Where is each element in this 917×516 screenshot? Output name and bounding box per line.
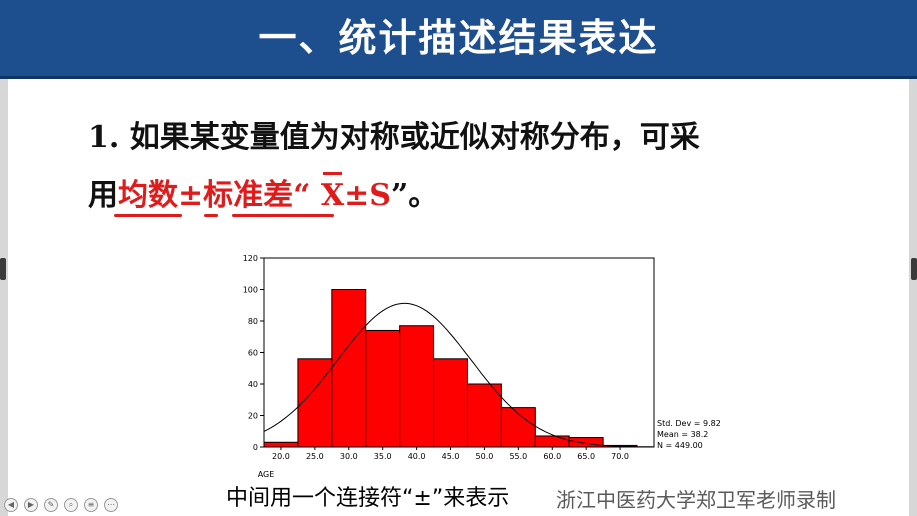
- presentation-toolbar: ◀ ▶ ✎ ⌕ ≡ ⋯: [4, 498, 118, 512]
- histogram-bar: [331, 289, 367, 448]
- x-tick-label: 50.0: [476, 452, 494, 461]
- formula-xbar: X: [320, 172, 345, 213]
- y-tick-label: 80: [248, 317, 258, 326]
- histogram-bar: [534, 435, 570, 448]
- x-tick-label: 20.0: [272, 452, 290, 461]
- chart-stats: Std. Dev = 9.82 Mean = 38.2 N = 449.00: [657, 418, 721, 451]
- body-line-1: 1. 如果某变量值为对称或近似对称分布，可采: [88, 120, 700, 155]
- watermark: 浙江中医药大学郑卫军老师录制: [556, 488, 836, 512]
- x-tick-label: 70.0: [611, 452, 629, 461]
- y-tick-label: 60: [248, 349, 258, 358]
- left-border: [0, 79, 8, 516]
- next-slide-arrow[interactable]: [911, 258, 917, 280]
- right-border: [909, 79, 917, 516]
- formula-pm-s: ±S: [344, 178, 391, 213]
- histogram-bar: [297, 358, 333, 448]
- y-tick-label: 100: [243, 286, 258, 295]
- prev-slide-arrow[interactable]: [0, 258, 6, 280]
- stat-mean: Mean = 38.2: [657, 430, 709, 439]
- body-line-2: 用均数±标准差“ X±S”。: [88, 170, 438, 214]
- title-bar: [0, 0, 917, 79]
- slide-title: 一、统计描述结果表达: [258, 16, 659, 60]
- caption: 中间用一个连接符“±”来表示: [226, 486, 510, 511]
- highlight-mean-sd: 均数±标准差: [118, 178, 294, 213]
- x-tick-label: 55.0: [509, 452, 527, 461]
- histogram-bar: [263, 441, 299, 448]
- underline-mark: [204, 214, 218, 217]
- y-tick-label: 120: [243, 254, 258, 263]
- age-histogram: 0 20 40 60 80 100 120 20.0 25.0 30.0 35.0 40.0 45.0 5…: [243, 254, 655, 479]
- histogram-bar: [433, 358, 468, 448]
- histogram-bar: [365, 329, 401, 448]
- zoom-icon[interactable]: ⌕: [64, 498, 78, 512]
- back-icon[interactable]: ◀: [4, 498, 18, 512]
- underline-mark: [114, 214, 182, 217]
- x-axis-label: AGE: [258, 470, 275, 479]
- histogram-bar: [568, 437, 604, 448]
- quote-open: “: [293, 178, 311, 213]
- x-tick-label: 65.0: [577, 452, 595, 461]
- menu-icon[interactable]: ≡: [84, 498, 98, 512]
- y-tick-label: 20: [248, 412, 258, 421]
- x-tick-label: 35.0: [374, 452, 392, 461]
- play-icon[interactable]: ▶: [24, 498, 38, 512]
- y-tick-label: 0: [253, 443, 258, 452]
- more-icon[interactable]: ⋯: [104, 498, 118, 512]
- stat-n: N = 449.00: [657, 441, 703, 450]
- normal-curve: [263, 302, 655, 448]
- underline-mark: [232, 214, 334, 217]
- x-tick-label: 60.0: [543, 452, 561, 461]
- histogram-bar: [399, 325, 435, 448]
- line2-prefix: 用: [88, 178, 118, 213]
- quote-close: ”。: [390, 178, 439, 213]
- x-tick-label: 30.0: [340, 452, 358, 461]
- stat-std-dev: Std. Dev = 9.82: [657, 419, 721, 428]
- histogram-bar: [466, 383, 502, 448]
- x-tick-label: 45.0: [442, 452, 460, 461]
- pen-icon[interactable]: ✎: [44, 498, 58, 512]
- x-tick-label: 40.0: [408, 452, 426, 461]
- y-tick-label: 40: [248, 380, 258, 389]
- x-tick-label: 25.0: [306, 452, 324, 461]
